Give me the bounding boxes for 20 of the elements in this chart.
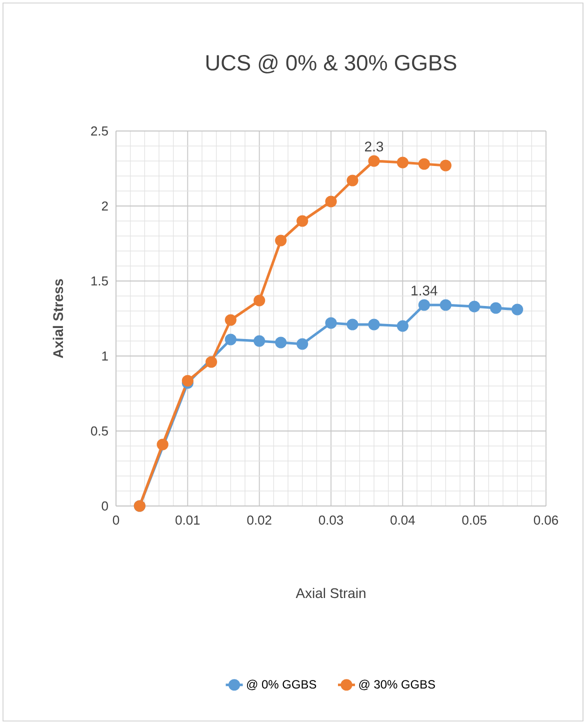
x-axis-title: Axial Strain: [296, 588, 366, 598]
x-tick-label: 0.06: [534, 516, 558, 525]
y-tick-label: 1: [102, 352, 108, 360]
y-tick-label: 2: [102, 201, 108, 211]
legend-label: @ 30% GGBS: [359, 680, 435, 690]
y-axis-title: Axial Stress: [52, 279, 64, 358]
y-tick-label: 1.5: [91, 276, 108, 286]
chart-title: UCS @ 0% & 30% GGBS: [206, 54, 456, 74]
annotation: 1.34: [412, 286, 438, 296]
x-tick-label: 0.01: [176, 516, 200, 525]
x-tick-label: 0.03: [318, 516, 344, 525]
y-tick-label: 0: [102, 501, 108, 511]
x-tick-label: 0.04: [390, 516, 415, 525]
y-tick-label: 0.5: [90, 426, 108, 436]
legend-label: @ 0% GGBS: [247, 680, 316, 690]
x-tick-label: 0.02: [247, 516, 272, 525]
x-tick-label: 0: [112, 516, 120, 525]
annotation: 2.3: [365, 142, 384, 152]
y-tick-label: 2.5: [91, 126, 108, 136]
x-tick-label: 0.05: [462, 516, 486, 525]
